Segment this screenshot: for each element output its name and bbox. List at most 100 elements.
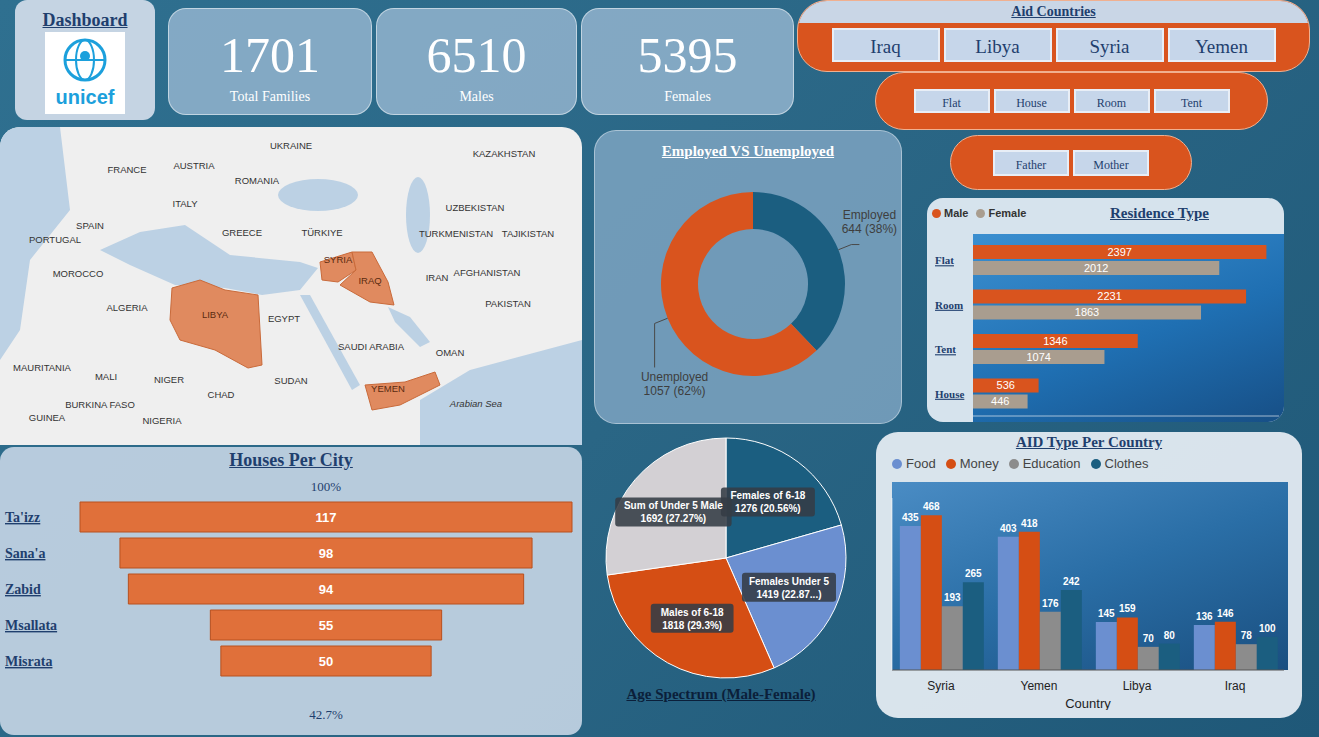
svg-text:House: House	[935, 388, 964, 400]
html-text:Dashboard: Dashboard	[42, 10, 128, 30]
html-text:6510: 6510	[426, 27, 527, 83]
svg-text:644 (38%): 644 (38%)	[842, 222, 897, 236]
svg-text:1346: 1346	[1043, 335, 1067, 347]
svg-text:IRAQ: IRAQ	[358, 275, 381, 286]
svg-text:Libya: Libya	[1123, 679, 1152, 693]
html-text:Libya: Libya	[975, 36, 1020, 57]
svg-text:BURKINA FASO: BURKINA FASO	[65, 399, 135, 410]
svg-text:193: 193	[944, 592, 961, 603]
svg-text:145: 145	[1098, 608, 1115, 619]
svg-text:1818 (29.3%): 1818 (29.3%)	[662, 620, 722, 631]
svg-text:146: 146	[1217, 608, 1234, 619]
svg-text:70: 70	[1143, 633, 1155, 644]
svg-text:MAURITANIA: MAURITANIA	[13, 362, 72, 373]
svg-text:GUINEA: GUINEA	[29, 412, 66, 423]
html-text:5395: 5395	[637, 27, 738, 83]
svg-text:MOROCCO: MOROCCO	[53, 268, 104, 279]
svg-text:Ta'izz: Ta'izz	[5, 510, 40, 525]
html-text:Employed VS Unemployed: Employed VS Unemployed	[661, 143, 835, 159]
svg-text:SUDAN: SUDAN	[274, 375, 307, 386]
svg-text:CHAD: CHAD	[208, 389, 235, 400]
svg-text:Tent: Tent	[935, 343, 956, 355]
svg-text:Yemen: Yemen	[1021, 679, 1058, 693]
svg-text:UKRAINE: UKRAINE	[270, 140, 312, 151]
svg-text:AFGHANISTAN: AFGHANISTAN	[454, 267, 521, 278]
svg-text:Zabid: Zabid	[5, 582, 41, 597]
svg-text:1419 (22.87...): 1419 (22.87...)	[756, 589, 821, 600]
svg-text:FRANCE: FRANCE	[107, 164, 146, 175]
svg-text:NIGER: NIGER	[154, 374, 184, 385]
svg-text:Males of 6-18: Males of 6-18	[661, 607, 724, 618]
svg-text:1863: 1863	[1075, 306, 1099, 318]
html-text:1701: 1701	[220, 27, 320, 83]
svg-text:78: 78	[1241, 630, 1253, 641]
svg-text:ALGERIA: ALGERIA	[106, 302, 148, 313]
svg-text:TURKMENISTAN: TURKMENISTAN	[419, 228, 493, 239]
svg-text:Unemployed: Unemployed	[641, 370, 708, 384]
svg-text:468: 468	[923, 501, 940, 512]
svg-text:Room: Room	[935, 299, 963, 311]
svg-text:IRAN: IRAN	[426, 272, 449, 283]
svg-text:Msallata: Msallata	[5, 618, 57, 633]
svg-text:1692 (27.27%): 1692 (27.27%)	[641, 513, 707, 524]
svg-text:Sum of Under 5 Male: Sum of Under 5 Male	[624, 500, 723, 511]
svg-text:PAKISTAN: PAKISTAN	[485, 298, 531, 309]
svg-text:100: 100	[1259, 623, 1276, 634]
svg-text:80: 80	[1164, 630, 1176, 641]
svg-text:1074: 1074	[1026, 351, 1050, 363]
svg-text:136: 136	[1196, 611, 1213, 622]
svg-text:ROMANIA: ROMANIA	[235, 175, 280, 186]
svg-text:176: 176	[1042, 598, 1059, 609]
svg-text:Sana'a: Sana'a	[5, 546, 45, 561]
svg-text:OMAN: OMAN	[436, 347, 465, 358]
html-text:Syria: Syria	[1089, 36, 1130, 57]
svg-text:UZBEKISTAN: UZBEKISTAN	[446, 202, 505, 213]
svg-text:TAJIKISTAN: TAJIKISTAN	[502, 228, 555, 239]
svg-text:YEMEN: YEMEN	[371, 383, 405, 394]
svg-text:Arabian Sea: Arabian Sea	[449, 398, 502, 409]
svg-text:98: 98	[319, 546, 333, 561]
svg-text:Flat: Flat	[935, 254, 954, 266]
svg-text:SPAIN: SPAIN	[76, 220, 104, 231]
svg-text:AUSTRIA: AUSTRIA	[173, 160, 215, 171]
svg-text:NIGERIA: NIGERIA	[142, 415, 182, 426]
svg-text:2231: 2231	[1097, 290, 1121, 302]
svg-text:159: 159	[1119, 603, 1136, 614]
svg-text:94: 94	[319, 582, 334, 597]
svg-text:265: 265	[965, 568, 982, 579]
svg-text:536: 536	[997, 379, 1015, 391]
svg-text:Employed: Employed	[843, 208, 896, 222]
svg-text:PORTUGAL: PORTUGAL	[29, 234, 81, 245]
svg-text:Misrata: Misrata	[5, 654, 52, 669]
svg-text:ITALY: ITALY	[173, 198, 199, 209]
html-text:Yemen: Yemen	[1195, 36, 1248, 57]
svg-text:MALI: MALI	[95, 371, 117, 382]
svg-text:117: 117	[316, 510, 337, 525]
svg-text:TÜRKIYE: TÜRKIYE	[301, 227, 342, 238]
svg-text:435: 435	[902, 512, 919, 523]
svg-text:242: 242	[1063, 576, 1080, 587]
svg-text:Females of 6-18: Females of 6-18	[730, 490, 805, 501]
svg-text:Country: Country	[1065, 696, 1111, 710]
svg-text:55: 55	[319, 618, 333, 633]
svg-text:403: 403	[1000, 523, 1017, 534]
svg-text:SAUDI ARABIA: SAUDI ARABIA	[338, 341, 405, 352]
svg-text:2397: 2397	[1107, 246, 1131, 258]
svg-text:418: 418	[1021, 518, 1038, 529]
html-text:Houses Per City: Houses Per City	[229, 450, 353, 470]
svg-text:Iraq: Iraq	[1225, 679, 1246, 693]
svg-text:446: 446	[991, 395, 1009, 407]
svg-text:GREECE: GREECE	[222, 227, 262, 238]
svg-text:1057 (62%): 1057 (62%)	[644, 384, 706, 398]
svg-text:SYRIA: SYRIA	[324, 254, 353, 265]
svg-text:KAZAKHSTAN: KAZAKHSTAN	[473, 148, 536, 159]
svg-text:Females Under 5: Females Under 5	[749, 576, 829, 587]
svg-text:2012: 2012	[1084, 262, 1108, 274]
svg-text:50: 50	[319, 654, 333, 669]
svg-text:Syria: Syria	[927, 679, 955, 693]
svg-text:1276 (20.56%): 1276 (20.56%)	[735, 503, 801, 514]
svg-text:EGYPT: EGYPT	[268, 313, 300, 324]
html-text:Iraq: Iraq	[870, 36, 901, 57]
svg-text:LIBYA: LIBYA	[202, 309, 229, 320]
svg-text:unicef: unicef	[56, 86, 115, 108]
